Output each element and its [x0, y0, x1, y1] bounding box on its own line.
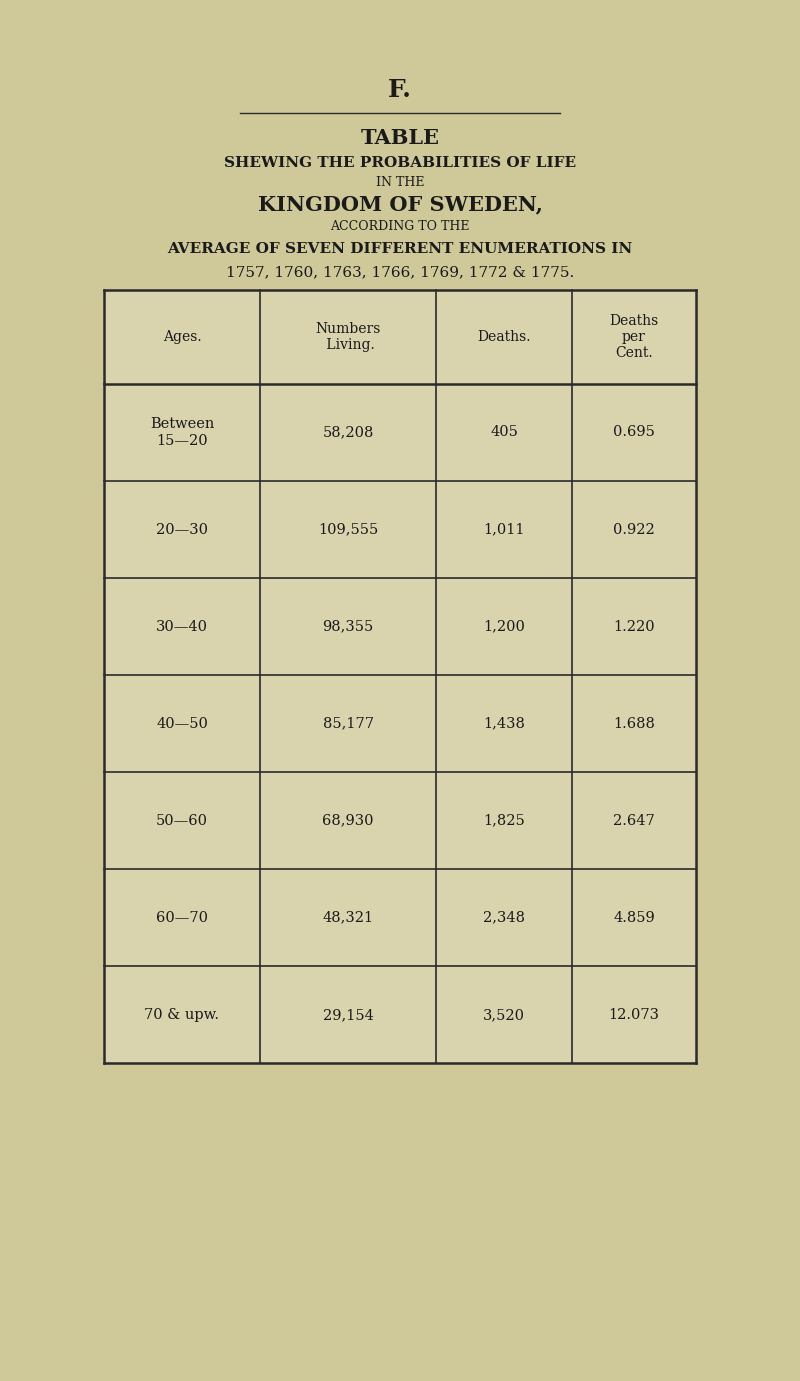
- Text: 109,555: 109,555: [318, 522, 378, 536]
- FancyBboxPatch shape: [104, 290, 696, 1063]
- Text: 58,208: 58,208: [322, 425, 374, 439]
- Text: F.: F.: [388, 77, 412, 102]
- Text: 3,520: 3,520: [483, 1008, 525, 1022]
- Text: 98,355: 98,355: [322, 620, 374, 634]
- Text: Between
15—20: Between 15—20: [150, 417, 214, 447]
- Text: 30—40: 30—40: [156, 620, 208, 634]
- Text: 2.647: 2.647: [613, 813, 655, 827]
- Text: Ages.: Ages.: [162, 330, 202, 344]
- Text: AVERAGE OF SEVEN DIFFERENT ENUMERATIONS IN: AVERAGE OF SEVEN DIFFERENT ENUMERATIONS …: [167, 242, 633, 255]
- Text: 20—30: 20—30: [156, 522, 208, 536]
- Text: 60—70: 60—70: [156, 911, 208, 925]
- Text: IN THE: IN THE: [376, 175, 424, 189]
- Text: 4.859: 4.859: [613, 911, 655, 925]
- Text: 2,348: 2,348: [483, 911, 525, 925]
- Text: 85,177: 85,177: [322, 717, 374, 731]
- Text: SHEWING THE PROBABILITIES OF LIFE: SHEWING THE PROBABILITIES OF LIFE: [224, 156, 576, 170]
- Text: 68,930: 68,930: [322, 813, 374, 827]
- Text: 0.922: 0.922: [613, 522, 655, 536]
- Text: 50—60: 50—60: [156, 813, 208, 827]
- Text: 1,011: 1,011: [483, 522, 525, 536]
- Text: 70 & upw.: 70 & upw.: [145, 1008, 219, 1022]
- Text: 405: 405: [490, 425, 518, 439]
- Text: 1,200: 1,200: [483, 620, 525, 634]
- Text: 1757, 1760, 1763, 1766, 1769, 1772 & 1775.: 1757, 1760, 1763, 1766, 1769, 1772 & 177…: [226, 265, 574, 279]
- Text: 48,321: 48,321: [322, 911, 374, 925]
- Text: 40—50: 40—50: [156, 717, 208, 731]
- Text: TABLE: TABLE: [361, 128, 439, 148]
- Text: 29,154: 29,154: [322, 1008, 374, 1022]
- Text: ACCORDING TO THE: ACCORDING TO THE: [330, 220, 470, 233]
- Text: 1,825: 1,825: [483, 813, 525, 827]
- Text: Deaths.: Deaths.: [478, 330, 530, 344]
- Text: 1.688: 1.688: [613, 717, 655, 731]
- Text: Deaths
per
Cent.: Deaths per Cent.: [610, 313, 658, 360]
- Text: 1,438: 1,438: [483, 717, 525, 731]
- Text: 12.073: 12.073: [609, 1008, 659, 1022]
- Text: 1.220: 1.220: [613, 620, 655, 634]
- Text: KINGDOM OF SWEDEN,: KINGDOM OF SWEDEN,: [258, 195, 542, 214]
- Text: Numbers
 Living.: Numbers Living.: [315, 322, 381, 352]
- Text: 0.695: 0.695: [613, 425, 655, 439]
